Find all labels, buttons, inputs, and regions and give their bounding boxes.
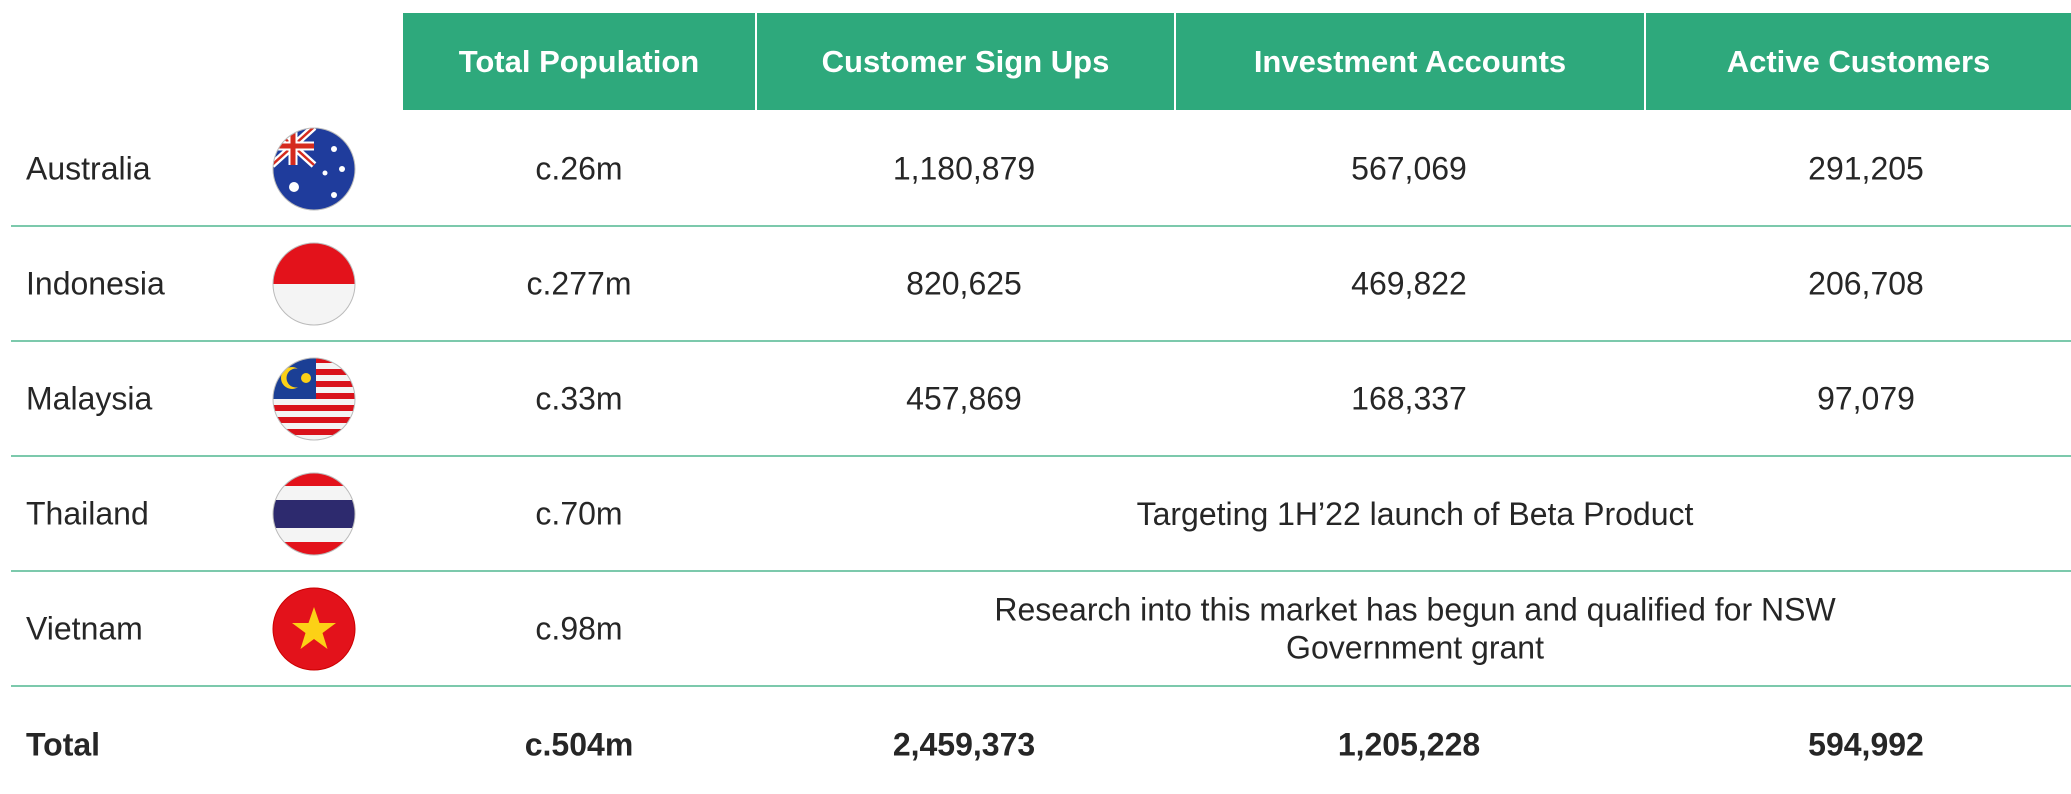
cell: 2,459,373 [892,726,1036,763]
column-header: Customer Sign Ups [757,13,1174,110]
flag-malaysia [272,357,356,441]
row-label: Total [26,726,101,763]
column-header: Active Customers [1646,13,2071,110]
cell: c.70m [535,495,623,532]
row-label: Vietnam [26,610,143,647]
cell: 291,205 [1808,150,1924,187]
row-label: Australia [26,150,151,187]
cell: c.504m [524,726,634,763]
flag-indonesia [272,242,356,326]
flag-australia [272,127,356,211]
note: Targeting 1H’22 launch of Beta Product [1136,495,1694,532]
cell: 1,180,879 [892,150,1036,187]
cell: 206,708 [1808,265,1924,302]
cell: 457,869 [906,380,1022,417]
column-header: Investment Accounts [1176,13,1644,110]
cell: c.26m [535,150,623,187]
cell: 567,069 [1351,150,1467,187]
flag-thailand [272,472,356,556]
note: Research into this market has begun and … [994,591,1836,666]
row-separator [11,455,2071,457]
row-separator [11,340,2071,342]
cell: c.33m [535,380,623,417]
column-header: Total Population [403,13,755,110]
cell: 594,992 [1808,726,1924,763]
flag-vietnam [272,587,356,671]
row-separator [11,685,2071,687]
cell: 469,822 [1351,265,1467,302]
cell: 1,205,228 [1337,726,1481,763]
row-label: Indonesia [26,265,165,302]
row-label: Malaysia [26,380,153,417]
cell: 168,337 [1351,380,1467,417]
cell: 97,079 [1817,380,1915,417]
row-separator [11,225,2071,227]
cell: c.98m [535,610,623,647]
row-separator [11,570,2071,572]
row-label: Thailand [26,495,149,532]
cell: c.277m [526,265,632,302]
cell: 820,625 [906,265,1022,302]
